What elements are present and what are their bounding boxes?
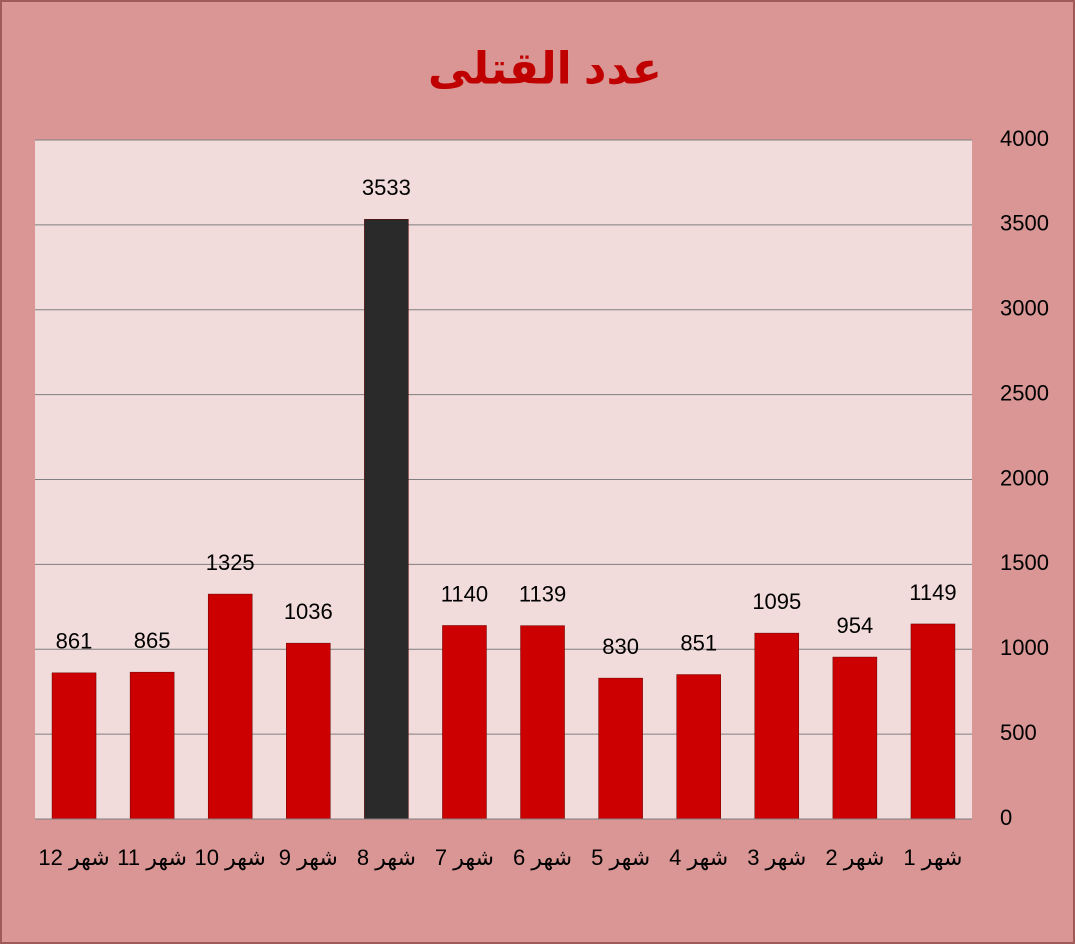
bar [598, 677, 643, 820]
x-tick-label: شهر 5 [591, 845, 650, 870]
bar [129, 671, 175, 820]
bar [207, 593, 253, 820]
x-tick-label: شهر 7 [435, 845, 494, 870]
data-label: 3533 [362, 175, 411, 200]
bar [832, 656, 878, 820]
x-tick-label: شهر 4 [669, 845, 728, 870]
data-label: 1149 [909, 580, 956, 605]
data-label: 851 [680, 630, 717, 655]
chart-title: عدد القتلى [428, 45, 662, 94]
data-label: 954 [837, 613, 874, 638]
bar [910, 623, 956, 820]
y-tick-label: 0 [1000, 805, 1012, 830]
x-tick-label: شهر 1 [903, 845, 962, 870]
data-label: 830 [602, 634, 639, 659]
x-tick-label: شهر 8 [357, 845, 416, 870]
y-tick-label: 1000 [1000, 635, 1049, 660]
bar [520, 625, 565, 820]
bar [51, 672, 97, 820]
y-tick-label: 1500 [1000, 550, 1049, 575]
bar [676, 674, 721, 820]
x-tick-label: شهر 6 [513, 845, 572, 870]
y-tick-label: 3500 [1000, 211, 1049, 236]
x-tick-label: شهر 12 [38, 845, 109, 870]
data-label: 1139 [519, 581, 566, 606]
bar [754, 632, 800, 820]
data-label: 1095 [752, 589, 801, 614]
data-label: 865 [134, 628, 171, 653]
data-label: 1140 [441, 581, 488, 606]
y-tick-label: 3000 [1000, 296, 1049, 321]
y-tick-label: 4000 [1000, 126, 1049, 151]
bar [286, 642, 331, 820]
y-tick-label: 2000 [1000, 465, 1049, 490]
data-label: 1325 [206, 550, 255, 575]
data-label: 1036 [284, 599, 333, 624]
x-tick-label: شهر 9 [279, 845, 338, 870]
bar [442, 625, 487, 820]
y-tick-label: 500 [1000, 720, 1037, 745]
x-tick-label: شهر 2 [825, 845, 884, 870]
bar [364, 219, 409, 820]
y-tick-label: 2500 [1000, 380, 1049, 405]
x-tick-label: شهر 3 [747, 845, 806, 870]
x-tick-label: شهر 10 [195, 845, 266, 870]
x-tick-label: شهر 11 [117, 845, 187, 870]
data-label: 861 [56, 629, 93, 654]
